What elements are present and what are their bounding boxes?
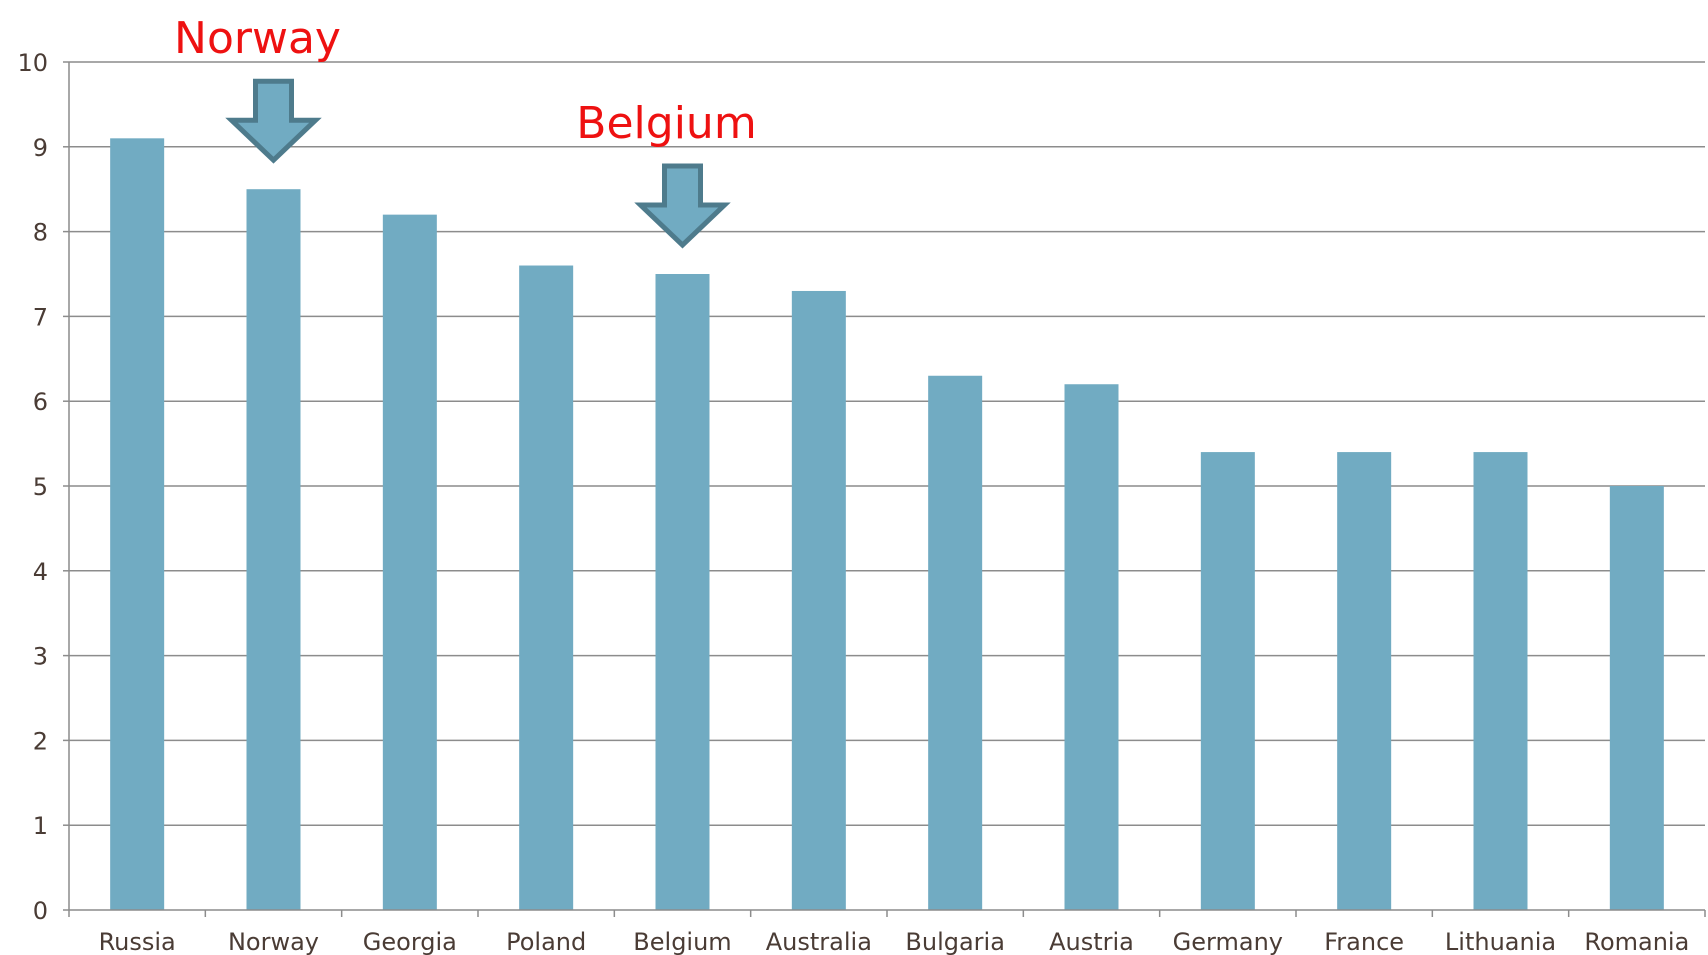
y-tick-label: 5 [33,473,48,501]
bar-georgia [382,214,437,910]
bar-bulgaria [928,375,983,910]
bar-austria [1064,384,1119,910]
bar-germany [1200,452,1255,910]
y-tick-label: 1 [33,812,48,840]
annotation-label: Norway [174,13,341,64]
bar-belgium [655,274,710,910]
x-tick-label: Lithuania [1445,928,1556,955]
y-tick-label: 6 [33,388,48,416]
bar-australia [791,290,846,911]
x-tick-label: Australia [766,928,872,955]
y-tick-label: 4 [33,558,48,586]
gridlines [69,61,1705,826]
axes [63,61,1706,917]
annotation-arrow [225,78,322,164]
bar-russia [110,138,165,910]
y-tick-label: 9 [33,134,48,162]
bar-lithuania [1473,452,1528,910]
y-tick-label: 2 [33,727,48,755]
bar-romania [1609,486,1664,910]
x-tick-label: Georgia [363,928,457,955]
x-tick-label: Bulgaria [905,928,1005,955]
bars [110,138,1664,911]
annotation-arrow [634,163,731,249]
x-tick-label: France [1324,928,1404,955]
bar-france [1337,452,1392,910]
x-tick-label: Austria [1049,928,1134,955]
x-tick-label: Romania [1584,928,1689,955]
x-tick-label: Belgium [633,928,731,955]
annotations: Norway Belgium [174,13,757,249]
y-tick-label: 3 [33,643,48,671]
y-tick-labels: 0 1 2 3 4 5 6 7 8 9 10 [17,49,48,925]
annotation-label: Belgium [576,98,756,149]
x-tick-label: Russia [99,928,176,955]
y-tick-label: 7 [33,303,48,331]
x-tick-labels: Russia Norway Georgia Poland Belgium Australi… [99,928,1690,955]
bar-poland [519,265,574,910]
bar-norway [246,189,301,910]
x-tick-label: Norway [228,928,319,955]
y-tick-label: 0 [33,897,48,925]
y-tick-label: 8 [33,219,48,247]
y-tick-label: 10 [17,49,48,77]
x-tick-label: Poland [506,928,586,955]
x-tick-label: Germany [1173,928,1283,955]
